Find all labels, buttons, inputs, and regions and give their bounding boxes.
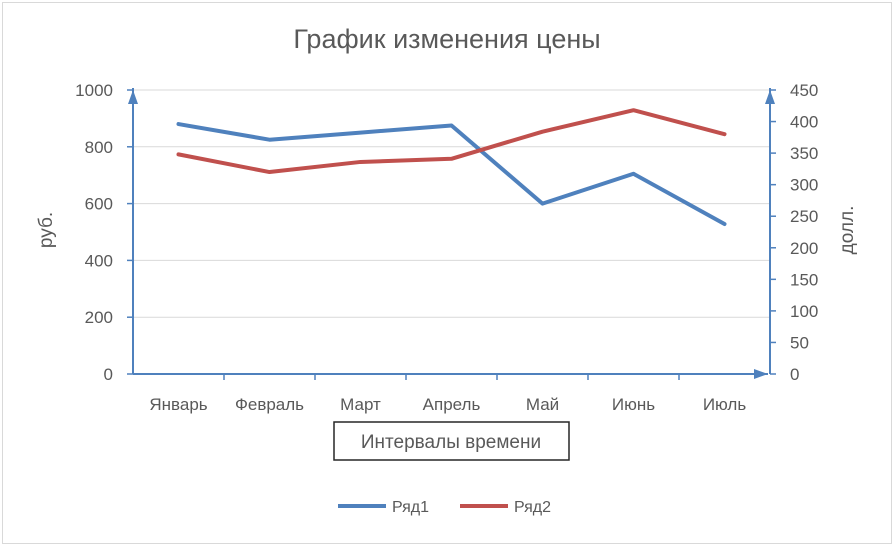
x-axis-title: Интервалы времени xyxy=(361,432,541,453)
y-right-tick-label: 0 xyxy=(790,365,799,384)
axes xyxy=(127,88,776,380)
legend-label-2: Ряд2 xyxy=(514,499,551,516)
y-right-tick-label: 250 xyxy=(790,207,818,226)
y-left-tick-label: 400 xyxy=(85,251,113,270)
y-right-tick-label: 50 xyxy=(790,333,809,352)
y-left-tick-label: 0 xyxy=(104,365,113,384)
axis-labels: 0 200 400 600 800 1000 0 50 100 150 200 250 300 350 40… xyxy=(75,81,818,414)
series-lines xyxy=(176,108,727,227)
x-tick-label: Март xyxy=(340,395,381,414)
y-right-tick-label: 400 xyxy=(790,113,818,132)
y-right-tick-label: 100 xyxy=(790,302,818,321)
y-left-tick-label: 1000 xyxy=(75,81,113,100)
x-tick-label: Июль xyxy=(703,395,747,414)
y-right-tick-label: 150 xyxy=(790,270,818,289)
y-axis-right-arrow xyxy=(765,90,775,104)
y-right-tick-label: 450 xyxy=(790,81,818,100)
chart-title: График изменения цены xyxy=(293,24,600,54)
y-left-tick-label: 800 xyxy=(85,138,113,157)
y-axis-left-title: руб. xyxy=(36,212,57,248)
x-tick-label: Февраль xyxy=(235,395,304,414)
series-line-1 xyxy=(176,122,727,227)
legend-label-1: Ряд1 xyxy=(392,499,429,516)
x-axis-arrow xyxy=(754,369,768,379)
y-left-tick-label: 600 xyxy=(85,195,113,214)
y-left-tick-label: 200 xyxy=(85,308,113,327)
x-tick-label: Июнь xyxy=(612,395,655,414)
y-right-tick-label: 200 xyxy=(790,239,818,258)
gridlines xyxy=(133,89,770,318)
legend: Ряд1 Ряд2 xyxy=(338,499,551,516)
x-axis-title-box xyxy=(333,421,570,461)
x-tick-label: Май xyxy=(526,395,559,414)
x-tick-label: Апрель xyxy=(423,395,481,414)
y-right-tick-label: 350 xyxy=(790,144,818,163)
y-right-tick-label: 300 xyxy=(790,176,818,195)
y-axis-left-arrow xyxy=(128,90,138,104)
series-line-2 xyxy=(176,108,727,175)
x-tick-label: Январь xyxy=(149,395,207,414)
y-axis-right-title: долл. xyxy=(837,206,858,255)
